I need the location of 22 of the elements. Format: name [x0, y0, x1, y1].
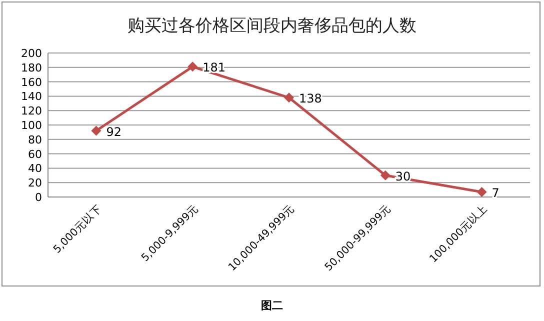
y-tick-label: 200	[21, 47, 42, 60]
point	[380, 170, 390, 180]
y-tick-label: 120	[21, 104, 42, 118]
point	[284, 92, 294, 103]
chart-title: 购买过各价格区间段内奢侈品包的人数	[128, 16, 416, 36]
data-label: 92	[106, 124, 122, 139]
point	[91, 126, 102, 136]
y-tick-label: 80	[28, 133, 42, 146]
y-tick-label: 60	[28, 148, 42, 161]
data-label: 7	[492, 186, 500, 200]
y-tick-label: 20	[28, 176, 42, 190]
y-tick-label: 160	[21, 76, 42, 89]
point	[476, 186, 487, 197]
data-label: 181	[202, 60, 226, 75]
point	[188, 62, 198, 72]
y-tick-label: 100	[21, 119, 42, 132]
y-tick-label: 140	[21, 90, 42, 104]
y-tick-label: 0	[35, 191, 42, 204]
data-label: 138	[299, 92, 322, 106]
text: 图二	[261, 299, 283, 312]
y-tick-label: 40	[28, 162, 42, 176]
y-tick-label: 180	[21, 61, 42, 74]
